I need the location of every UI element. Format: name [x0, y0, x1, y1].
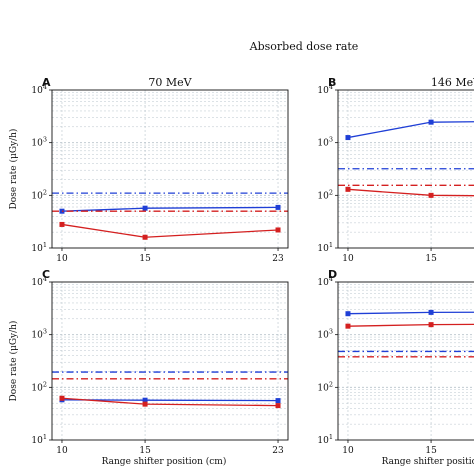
- data-point-blue: [428, 119, 434, 125]
- panel-title: 70 MeV: [148, 76, 192, 89]
- panel-a: 101 102 103 104 10 15 23 A 70 MeV Dose rate (μGy/…: [8, 76, 289, 264]
- x-tick-label: 10: [342, 254, 354, 264]
- data-point-red: [275, 403, 281, 409]
- x-tick-label: 15: [139, 254, 151, 264]
- panel-title: 146 MeV: [431, 76, 474, 89]
- axes-frame: [51, 281, 289, 441]
- data-point-red: [59, 395, 65, 401]
- data-point-red: [345, 186, 351, 192]
- y-tick-label: 102: [317, 188, 333, 201]
- data-point-blue: [275, 398, 281, 404]
- panel-letter: D: [328, 268, 337, 281]
- y-tick-label: 102: [31, 380, 47, 393]
- y-tick-label: 101: [317, 241, 333, 254]
- x-tick-label: 15: [425, 446, 437, 456]
- y-tick-label: 104: [317, 275, 333, 288]
- data-point-blue: [345, 311, 351, 317]
- data-point-red: [428, 192, 434, 198]
- series-line-blue: [347, 311, 474, 315]
- data-point-red: [345, 323, 351, 329]
- data-point-red: [275, 227, 281, 233]
- y-tick-label: 103: [31, 136, 47, 149]
- y-tick-label: 101: [31, 433, 47, 446]
- x-tick-label: 15: [425, 254, 437, 264]
- x-axis-label: Range shifter position (cm): [102, 456, 227, 467]
- x-tick-label: 10: [56, 446, 68, 456]
- data-point-red: [59, 221, 65, 227]
- panel-b: 101102103104101523B146 MeV: [317, 76, 474, 264]
- y-tick-label: 102: [31, 188, 47, 201]
- panel-letter: C: [42, 268, 50, 281]
- y-axis-label: Dose rate (μGy/h): [8, 321, 19, 402]
- y-tick-label: 104: [31, 83, 47, 96]
- data-point-red: [142, 401, 148, 407]
- x-tick-label: 23: [272, 446, 284, 456]
- y-tick-label: 103: [317, 136, 333, 149]
- y-axis-label: Dose rate (μGy/h): [8, 129, 19, 210]
- data-point-red: [142, 234, 148, 240]
- y-tick-label: 104: [31, 275, 47, 288]
- axes-frame: [51, 89, 289, 249]
- data-point-blue: [142, 397, 148, 403]
- axes-frame: [337, 89, 474, 249]
- y-tick-label: 101: [317, 433, 333, 446]
- x-tick-label: 23: [272, 254, 284, 264]
- y-tick-label: 104: [317, 83, 333, 96]
- axes-frame: [337, 281, 474, 441]
- data-point-blue: [275, 204, 281, 210]
- data-point-blue: [59, 208, 65, 214]
- data-point-red: [428, 322, 434, 328]
- series-line-blue: [347, 121, 474, 139]
- x-tick-label: 10: [56, 254, 68, 264]
- y-tick-label: 102: [317, 380, 333, 393]
- x-axis-label-right: Range shifter position (cm): [382, 456, 474, 467]
- figure-suptitle: Absorbed dose rate: [249, 40, 359, 53]
- panel-letter: A: [42, 76, 51, 89]
- series-line-red: [347, 323, 474, 327]
- data-point-blue: [345, 135, 351, 141]
- panel-c: 101 102 103 104 10 15 23 C Dose rate (μGy/h): [8, 268, 289, 456]
- x-tick-label: 15: [139, 446, 151, 456]
- x-tick-label: 10: [342, 446, 354, 456]
- panel-letter: B: [328, 76, 336, 89]
- data-point-blue: [142, 205, 148, 211]
- panels: 101 102 103 104 10 15 23 A 70 MeV Dose rate (μGy/…: [8, 76, 474, 456]
- y-tick-label: 101: [31, 241, 47, 254]
- series-line-red: [61, 223, 279, 238]
- panel-d: 101102103104101523D: [317, 268, 474, 456]
- y-tick-label: 103: [317, 328, 333, 341]
- data-point-blue: [428, 309, 434, 315]
- y-tick-label: 103: [31, 328, 47, 341]
